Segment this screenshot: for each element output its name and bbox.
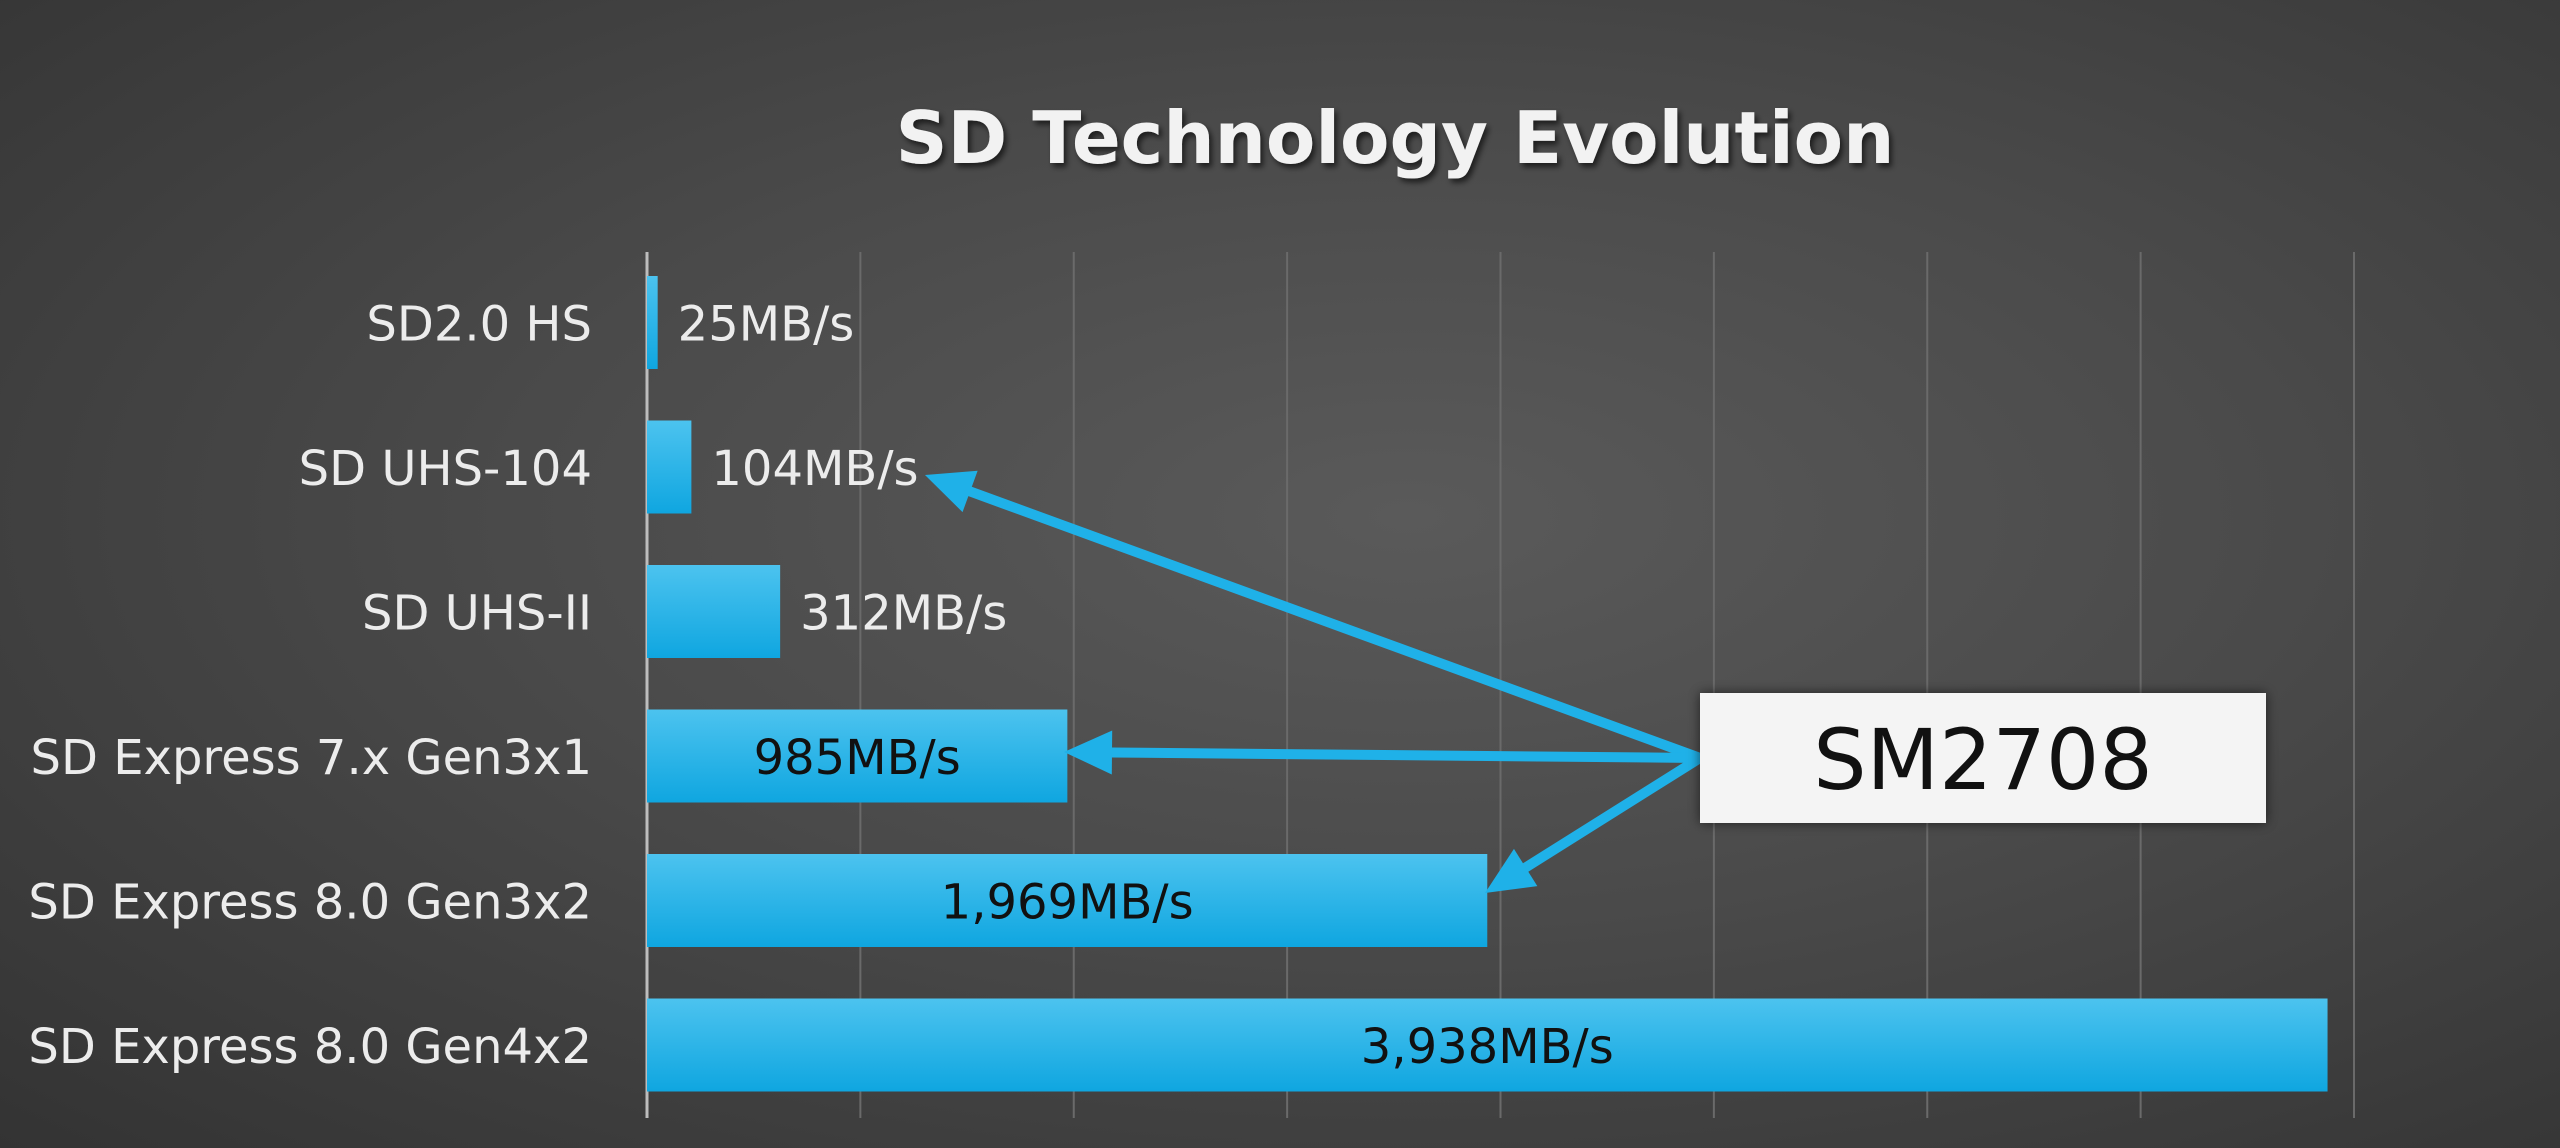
callout-arrow-head — [1064, 730, 1113, 775]
data-label: 312MB/s — [800, 586, 1007, 642]
callout-arrow-line — [1520, 753, 1705, 873]
category-label: SD Express 7.x Gen3x1 — [31, 730, 592, 786]
callout-box: SM2708 — [1700, 693, 2266, 823]
data-label: 25MB/s — [678, 297, 855, 353]
bar — [647, 276, 658, 369]
category-label: SD UHS-104 — [299, 441, 592, 497]
category-label: SD2.0 HS — [366, 297, 592, 353]
category-label: SD UHS-II — [362, 586, 592, 642]
bar — [647, 854, 1488, 947]
callout-arrow-head — [1485, 848, 1538, 893]
bar — [647, 565, 781, 658]
category-labels: SD2.0 HS SD UHS-104 SD UHS-II SD Express 7.… — [28, 297, 592, 1076]
callout-text: SM2708 — [1813, 711, 2153, 809]
grid-lines — [645, 252, 2355, 1118]
bar — [647, 998, 2328, 1092]
data-label: 1,969MB/s — [941, 875, 1194, 931]
category-label: SD Express 8.0 Gen4x2 — [28, 1019, 592, 1075]
chart-title: SD Technology Evolution — [896, 96, 1895, 180]
data-label: 985MB/s — [754, 730, 961, 786]
callout-box-background — [1700, 693, 2266, 823]
bar — [647, 420, 692, 514]
bars — [647, 276, 2328, 1092]
callout-arrow-line — [965, 486, 1705, 763]
callout-arrow-head — [925, 470, 978, 513]
data-label: 3,938MB/s — [1361, 1019, 1614, 1075]
data-label: 104MB/s — [711, 441, 918, 497]
callout-arrow-line — [1106, 747, 1705, 763]
category-label: SD Express 8.0 Gen3x2 — [28, 875, 592, 931]
callout-arrows — [925, 470, 1705, 893]
bar — [647, 709, 1068, 803]
value-labels: 25MB/s 104MB/s 312MB/s 985MB/s 1,969MB/s 3,93… — [678, 297, 1614, 1076]
